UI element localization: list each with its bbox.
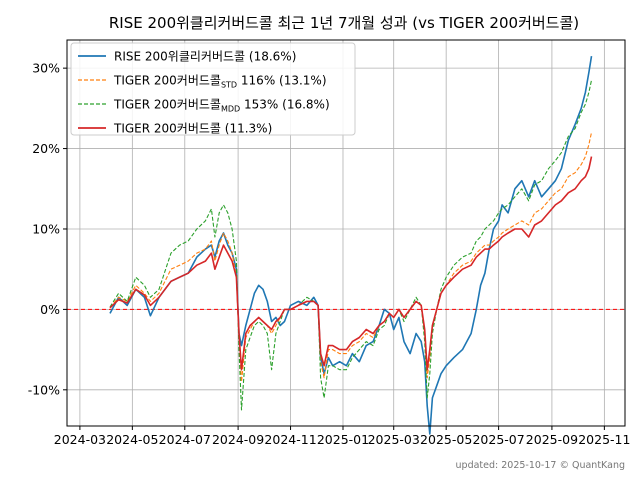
y-axis-ticks: 30% 20% 10% 0% -10% [28, 61, 67, 397]
legend-label: TIGER 200커버드콜 (11.3%) [113, 122, 272, 136]
x-tick-label: 2024-07 [159, 432, 211, 447]
legend-label: TIGER 200커버드콜MDD 153% (16.8%) [113, 98, 330, 114]
y-tick-label: -10% [28, 382, 60, 397]
y-tick-label: 30% [32, 61, 60, 76]
series-line-1 [109, 55, 593, 435]
legend: RISE 200위클리커버드콜 (18.6%) TIGER 200커버드콜STD … [70, 42, 356, 136]
footnote: updated: 2025-10-17 © QuantKang [456, 460, 625, 471]
legend-label: TIGER 200커버드콜STD 116% (13.1%) [113, 74, 327, 90]
series-line-3 [109, 80, 593, 411]
y-tick-label: 20% [32, 141, 60, 156]
chart-title: RISE 200위클리커버드콜 최근 1년 7개월 성과 (vs TIGER 2… [109, 14, 579, 32]
series-line-4 [109, 156, 593, 371]
x-tick-label: 2024-09 [212, 432, 264, 447]
x-axis-ticks: 2024-03 2024-05 2024-07 2024-09 2024-11 2025-… [54, 426, 630, 447]
x-tick-label: 2024-03 [54, 432, 106, 447]
x-tick-label: 2025-09 [526, 432, 578, 447]
plot-frame [66, 39, 626, 427]
y-tick-label: 0% [40, 302, 60, 317]
x-tick-label: 2025-01 [317, 432, 369, 447]
y-tick-label: 10% [32, 221, 60, 236]
x-tick-label: 2025-11 [578, 432, 630, 447]
x-tick-label: 2025-03 [368, 432, 420, 447]
legend-box [70, 42, 356, 136]
x-tick-label: 2024-11 [264, 432, 316, 447]
x-tick-label: 2024-05 [106, 432, 158, 447]
series-lines [109, 55, 593, 435]
x-tick-label: 2025-05 [420, 432, 472, 447]
x-tick-label: 2025-07 [472, 432, 524, 447]
legend-label: RISE 200위클리커버드콜 (18.6%) [114, 50, 296, 64]
series-line-2 [109, 132, 593, 383]
